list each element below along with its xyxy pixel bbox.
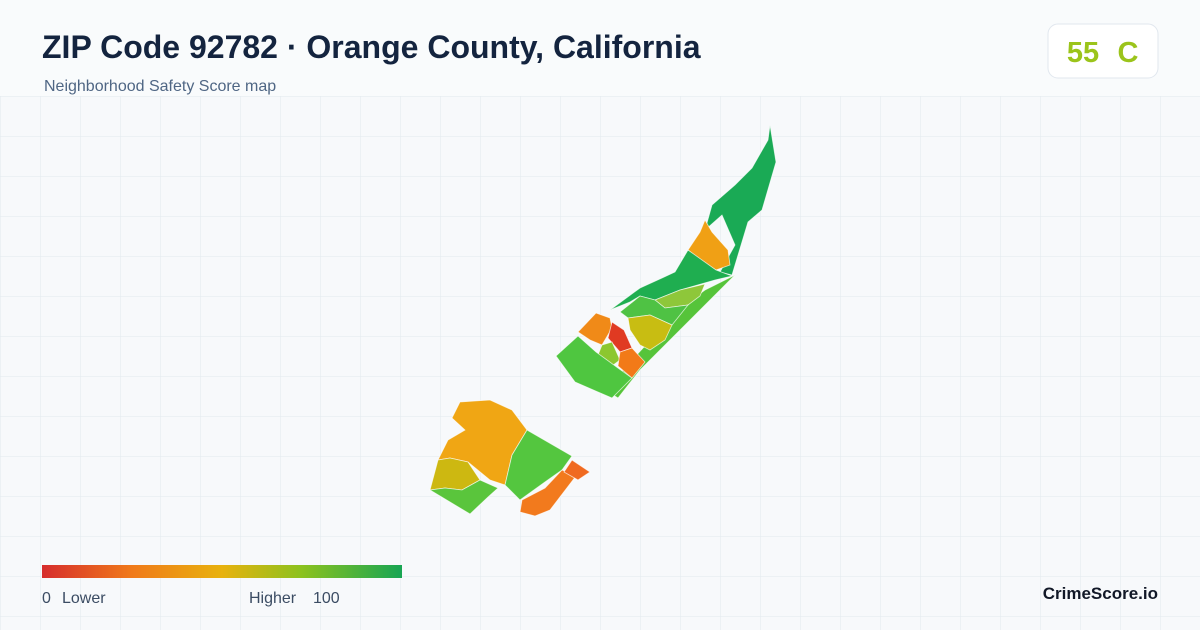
legend-max: 100 <box>313 590 340 607</box>
subtitle: Neighborhood Safety Score map <box>44 78 276 95</box>
title: ZIP Code 92782 · Orange County, Californ… <box>42 29 701 65</box>
map-region <box>617 347 646 379</box>
score-grade: C <box>1118 37 1139 69</box>
map-region <box>504 429 573 501</box>
legend-scale <box>42 565 402 578</box>
map-region <box>627 314 673 351</box>
map-region <box>555 335 633 399</box>
map-region <box>704 124 777 276</box>
brand: CrimeScore.io <box>1043 584 1158 603</box>
legend-min: 0 <box>42 590 51 607</box>
score-value: 55 <box>1067 37 1099 69</box>
zip-map <box>428 124 777 517</box>
map-region <box>428 479 499 515</box>
header-band <box>0 0 1200 96</box>
map-region <box>519 469 577 517</box>
map-region <box>437 399 528 486</box>
score-badge <box>1047 23 1159 79</box>
map-region <box>597 341 621 367</box>
legend-min-label: Lower <box>62 590 106 607</box>
map-region <box>563 459 591 481</box>
legend-max-label: Higher <box>249 590 297 607</box>
